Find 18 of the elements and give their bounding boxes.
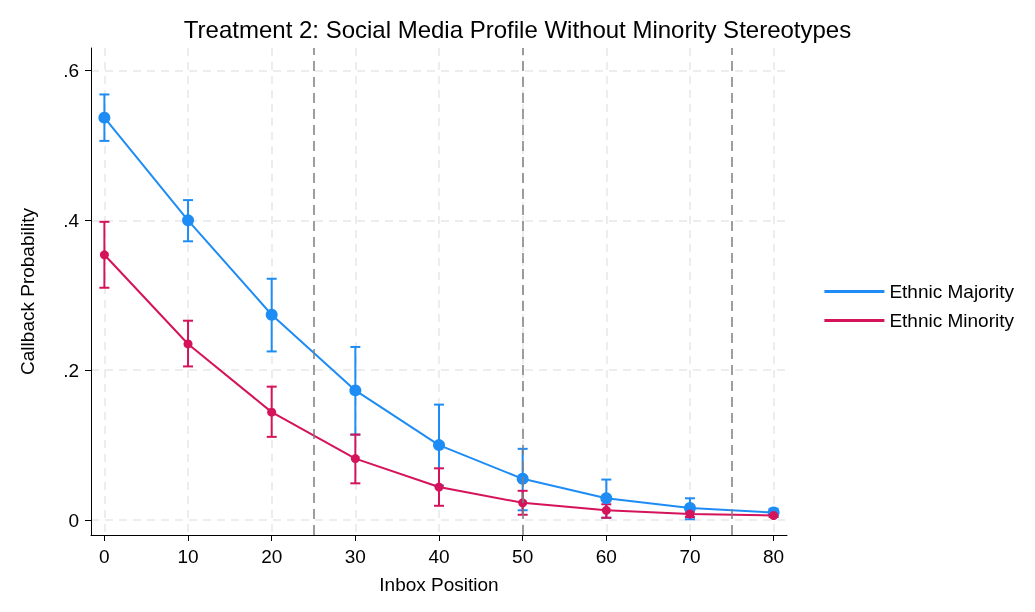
x-tick-label: 0 bbox=[99, 546, 110, 567]
legend-label: Ethnic Minority bbox=[889, 310, 1015, 331]
chart-title: Treatment 2: Social Media Profile Without Minority Stereotypes bbox=[183, 15, 852, 43]
y-tick-label: .6 bbox=[63, 59, 79, 81]
y-tick-label: .2 bbox=[63, 359, 79, 381]
y-tick-label: 0 bbox=[68, 509, 79, 531]
x-tick-label: 80 bbox=[763, 546, 785, 567]
x-tick-label: 70 bbox=[679, 546, 701, 567]
x-tick-label: 20 bbox=[261, 546, 283, 567]
x-axis-title: Inbox Position bbox=[379, 574, 499, 595]
x-tick-label: 60 bbox=[595, 546, 617, 567]
x-tick-label: 30 bbox=[344, 546, 366, 567]
x-tick-label: 10 bbox=[177, 546, 199, 567]
y-axis-title: Callback Probability bbox=[17, 207, 38, 375]
x-tick-label: 40 bbox=[428, 546, 450, 567]
legend-label: Ethnic Majority bbox=[889, 281, 1015, 302]
y-tick-label: .4 bbox=[63, 209, 80, 231]
x-tick-label: 50 bbox=[512, 546, 534, 567]
